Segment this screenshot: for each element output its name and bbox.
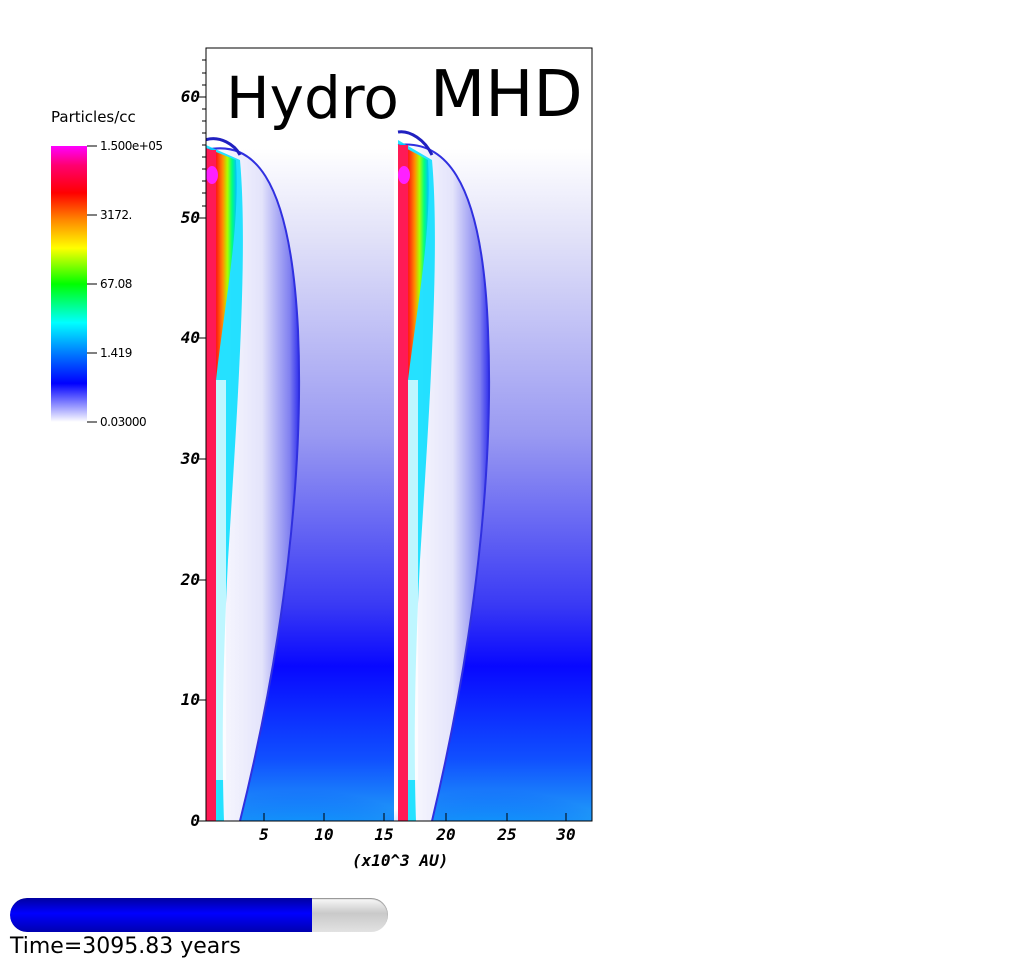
mhd-panel bbox=[372, 48, 592, 821]
density-field bbox=[206, 48, 592, 821]
panel-title-mhd: MHD bbox=[430, 58, 583, 132]
colorbar-title: Particles/cc bbox=[51, 108, 136, 126]
y-tick-label: 30 bbox=[180, 449, 200, 468]
colorbar-ticks bbox=[87, 145, 97, 423]
colorbar-tick-3: 67.08 bbox=[100, 277, 132, 291]
colorbar-tick-2: 3172. bbox=[100, 208, 132, 222]
plot-frame bbox=[205, 47, 593, 822]
x-axis-ticks bbox=[263, 813, 567, 821]
time-label: Time=3095.83 years bbox=[10, 934, 241, 959]
hydro-panel bbox=[206, 137, 420, 821]
y-tick-label: 40 bbox=[180, 328, 200, 347]
y-tick-label: 20 bbox=[180, 570, 200, 589]
time-progress-fill bbox=[10, 898, 313, 932]
panel-title-hydro: Hydro bbox=[226, 64, 399, 132]
y-axis-ticks bbox=[198, 59, 206, 822]
y-tick-label: 50 bbox=[180, 208, 200, 227]
x-tick-label: 30 bbox=[556, 825, 576, 844]
time-progress-bar bbox=[10, 898, 388, 932]
x-axis-label: (x10^3 AU) bbox=[352, 851, 449, 870]
colorbar-tick-min: 0.03000 bbox=[100, 415, 147, 429]
x-tick-label: 10 bbox=[314, 825, 334, 844]
x-tick-label: 25 bbox=[497, 825, 517, 844]
x-tick-label: 5 bbox=[259, 825, 269, 844]
x-tick-label: 20 bbox=[436, 825, 456, 844]
colorbar-tick-max: 1.500e+05 bbox=[100, 139, 163, 153]
x-tick-label: 15 bbox=[374, 825, 394, 844]
y-tick-label: 60 bbox=[180, 87, 200, 106]
colorbar-tick-4: 1.419 bbox=[100, 346, 132, 360]
colorbar bbox=[51, 146, 87, 422]
y-tick-label: 10 bbox=[180, 690, 200, 709]
y-tick-label: 0 bbox=[190, 811, 200, 830]
